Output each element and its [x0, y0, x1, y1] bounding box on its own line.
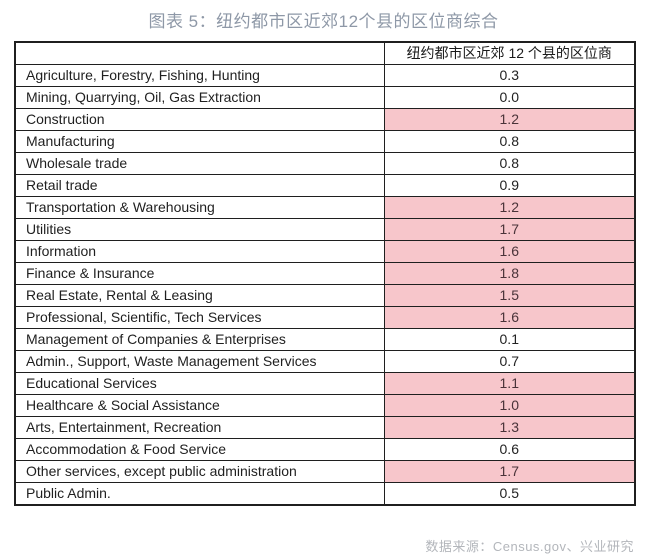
value-cell: 0.9 [383, 174, 636, 197]
table-row: Professional, Scientific, Tech Services … [14, 306, 636, 329]
industry-cell: Other services, except public administra… [14, 460, 385, 483]
table-body: Agriculture, Forestry, Fishing, Hunting … [14, 64, 636, 506]
value-cell: 1.1 [383, 372, 636, 395]
value-cell: 1.6 [383, 240, 636, 263]
industry-cell: Professional, Scientific, Tech Services [14, 306, 385, 329]
table-row: Accommodation & Food Service 0.6 [14, 438, 636, 461]
industry-cell: Admin., Support, Waste Management Servic… [14, 350, 385, 373]
industry-cell: Information [14, 240, 385, 263]
industry-cell: Finance & Insurance [14, 262, 385, 285]
industry-cell: Healthcare & Social Assistance [14, 394, 385, 417]
source-note: 数据来源：Census.gov、兴业研究 [425, 539, 634, 554]
table-row: Arts, Entertainment, Recreation 1.3 [14, 416, 636, 439]
table-row: Transportation & Warehousing 1.2 [14, 196, 636, 219]
value-cell: 0.8 [383, 130, 636, 153]
industry-cell: Educational Services [14, 372, 385, 395]
table-row: Other services, except public administra… [14, 460, 636, 483]
value-cell: 0.7 [383, 350, 636, 373]
table-row: Mining, Quarrying, Oil, Gas Extraction 0… [14, 86, 636, 109]
value-cell: 0.0 [383, 86, 636, 109]
industry-cell: Manufacturing [14, 130, 385, 153]
table-row: Real Estate, Rental & Leasing 1.5 [14, 284, 636, 307]
location-quotient-table: 纽约都市区近郊 12 个县的区位商 Agriculture, Forestry,… [14, 41, 636, 506]
value-cell: 0.5 [383, 482, 636, 506]
industry-cell: Management of Companies & Enterprises [14, 328, 385, 351]
value-cell: 1.2 [383, 108, 636, 131]
value-cell: 1.0 [383, 394, 636, 417]
table-header-row: 纽约都市区近郊 12 个县的区位商 [14, 41, 636, 65]
industry-cell: Utilities [14, 218, 385, 241]
table-row: Management of Companies & Enterprises 0.… [14, 328, 636, 351]
industry-cell: Agriculture, Forestry, Fishing, Hunting [14, 64, 385, 87]
value-cell: 1.3 [383, 416, 636, 439]
value-cell: 1.6 [383, 306, 636, 329]
value-cell: 1.7 [383, 218, 636, 241]
industry-cell: Transportation & Warehousing [14, 196, 385, 219]
industry-cell: Public Admin. [14, 482, 385, 506]
table-row: Construction 1.2 [14, 108, 636, 131]
value-cell: 0.3 [383, 64, 636, 87]
table-row: Admin., Support, Waste Management Servic… [14, 350, 636, 373]
value-cell: 1.7 [383, 460, 636, 483]
value-cell: 1.8 [383, 262, 636, 285]
industry-cell: Wholesale trade [14, 152, 385, 175]
value-cell: 0.6 [383, 438, 636, 461]
value-cell: 0.8 [383, 152, 636, 175]
table-row: Agriculture, Forestry, Fishing, Hunting … [14, 64, 636, 87]
table-row: Information 1.6 [14, 240, 636, 263]
table-row: Educational Services 1.1 [14, 372, 636, 395]
industry-cell: Construction [14, 108, 385, 131]
industry-cell: Mining, Quarrying, Oil, Gas Extraction [14, 86, 385, 109]
value-cell: 0.1 [383, 328, 636, 351]
industry-cell: Arts, Entertainment, Recreation [14, 416, 385, 439]
value-cell: 1.2 [383, 196, 636, 219]
value-cell: 1.5 [383, 284, 636, 307]
empty-corner-cell [14, 41, 385, 65]
table-row: Manufacturing 0.8 [14, 130, 636, 153]
table-row: Retail trade 0.9 [14, 174, 636, 197]
table-row: Utilities 1.7 [14, 218, 636, 241]
industry-cell: Accommodation & Food Service [14, 438, 385, 461]
table-row: Wholesale trade 0.8 [14, 152, 636, 175]
table-row: Finance & Insurance 1.8 [14, 262, 636, 285]
table-row: Public Admin. 0.5 [14, 482, 636, 506]
industry-cell: Real Estate, Rental & Leasing [14, 284, 385, 307]
industry-cell: Retail trade [14, 174, 385, 197]
value-column-header: 纽约都市区近郊 12 个县的区位商 [383, 41, 636, 65]
table-row: Healthcare & Social Assistance 1.0 [14, 394, 636, 417]
page-title: 图表 5：纽约都市区近郊12个县的区位商综合 [148, 12, 499, 31]
